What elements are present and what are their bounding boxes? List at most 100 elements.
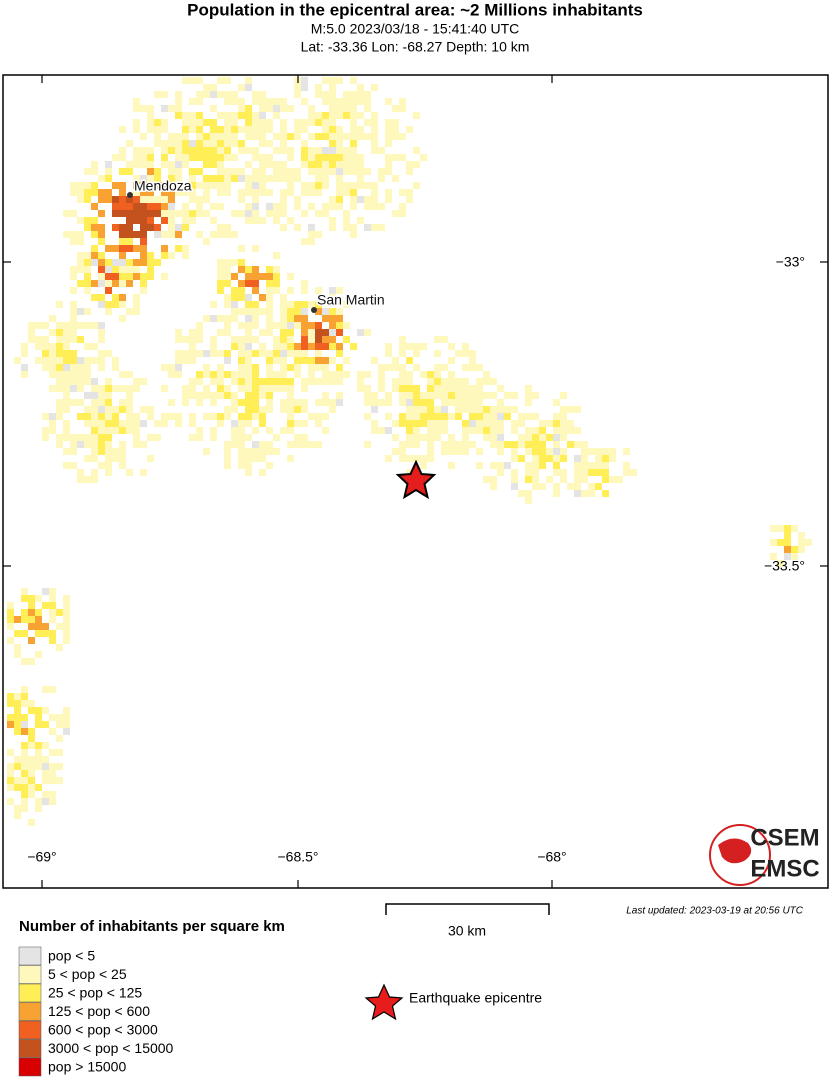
population-cell <box>434 371 441 378</box>
population-cell <box>259 126 266 133</box>
population-cell <box>21 364 28 371</box>
population-cell <box>14 721 21 728</box>
population-cell <box>441 441 448 448</box>
population-cell <box>28 784 35 791</box>
population-cell <box>203 371 210 378</box>
legend-label: 25 < pop < 125 <box>48 985 142 1001</box>
population-cell <box>133 203 140 210</box>
population-cell <box>119 238 126 245</box>
population-cell <box>273 336 280 343</box>
population-cell <box>280 224 287 231</box>
population-cell <box>259 189 266 196</box>
legend-label: 3000 < pop < 15000 <box>48 1040 174 1056</box>
population-cell <box>7 609 14 616</box>
population-cell <box>350 140 357 147</box>
population-cell <box>469 413 476 420</box>
population-cell <box>252 441 259 448</box>
population-cell <box>175 231 182 238</box>
population-cell <box>280 98 287 105</box>
population-cell <box>112 266 119 273</box>
population-cell <box>63 728 70 735</box>
population-cell <box>392 175 399 182</box>
population-cell <box>126 280 133 287</box>
population-cell <box>245 112 252 119</box>
population-cell <box>98 434 105 441</box>
population-cell <box>308 105 315 112</box>
population-cell <box>126 399 133 406</box>
population-cell <box>560 406 567 413</box>
population-cell <box>231 336 238 343</box>
population-cell <box>301 322 308 329</box>
population-cell <box>322 175 329 182</box>
population-cell <box>210 231 217 238</box>
population-cell <box>294 119 301 126</box>
population-cell <box>364 203 371 210</box>
population-cell <box>287 217 294 224</box>
population-cell <box>231 175 238 182</box>
population-cell <box>406 420 413 427</box>
population-cell <box>56 343 63 350</box>
population-cell <box>343 224 350 231</box>
population-cell <box>196 203 203 210</box>
population-cell <box>329 126 336 133</box>
population-cell <box>105 308 112 315</box>
population-cell <box>189 119 196 126</box>
population-cell <box>119 462 126 469</box>
population-cell <box>182 357 189 364</box>
population-cell <box>252 147 259 154</box>
population-cell <box>455 385 462 392</box>
population-cell <box>84 434 91 441</box>
population-cell <box>441 413 448 420</box>
population-cell <box>203 154 210 161</box>
population-cell <box>84 357 91 364</box>
legend-swatch <box>18 1057 42 1077</box>
population-cell <box>399 378 406 385</box>
population-cell <box>490 427 497 434</box>
population-cell <box>406 413 413 420</box>
population-cell <box>28 770 35 777</box>
population-cell <box>532 448 539 455</box>
population-cell <box>196 427 203 434</box>
population-cell <box>98 238 105 245</box>
population-cell <box>280 189 287 196</box>
population-cell <box>161 91 168 98</box>
population-cell <box>798 546 805 553</box>
population-cell <box>168 210 175 217</box>
population-cell <box>329 406 336 413</box>
population-cell <box>490 406 497 413</box>
population-cell <box>469 357 476 364</box>
scale-label: 30 km <box>448 923 486 939</box>
population-cell <box>504 406 511 413</box>
population-cell <box>315 168 322 175</box>
population-cell <box>798 539 805 546</box>
population-cell <box>133 273 140 280</box>
population-cell <box>147 154 154 161</box>
population-cell <box>287 154 294 161</box>
population-cell <box>63 350 70 357</box>
population-cell <box>273 371 280 378</box>
population-cell <box>588 469 595 476</box>
population-cell <box>175 154 182 161</box>
population-cell <box>301 385 308 392</box>
population-cell <box>378 371 385 378</box>
population-cell <box>14 644 21 651</box>
population-cell <box>336 126 343 133</box>
population-cell <box>546 420 553 427</box>
population-cell <box>126 266 133 273</box>
population-cell <box>392 126 399 133</box>
population-cell <box>252 371 259 378</box>
population-cell <box>91 427 98 434</box>
population-cell <box>196 210 203 217</box>
population-cell <box>140 420 147 427</box>
population-cell <box>308 322 315 329</box>
population-cell <box>42 434 49 441</box>
population-cell <box>574 406 581 413</box>
population-cell <box>392 119 399 126</box>
population-cell <box>35 721 42 728</box>
population-cell <box>98 266 105 273</box>
population-cell <box>84 266 91 273</box>
population-cell <box>224 357 231 364</box>
population-cell <box>49 749 56 756</box>
population-cell <box>154 133 161 140</box>
population-cell <box>294 364 301 371</box>
